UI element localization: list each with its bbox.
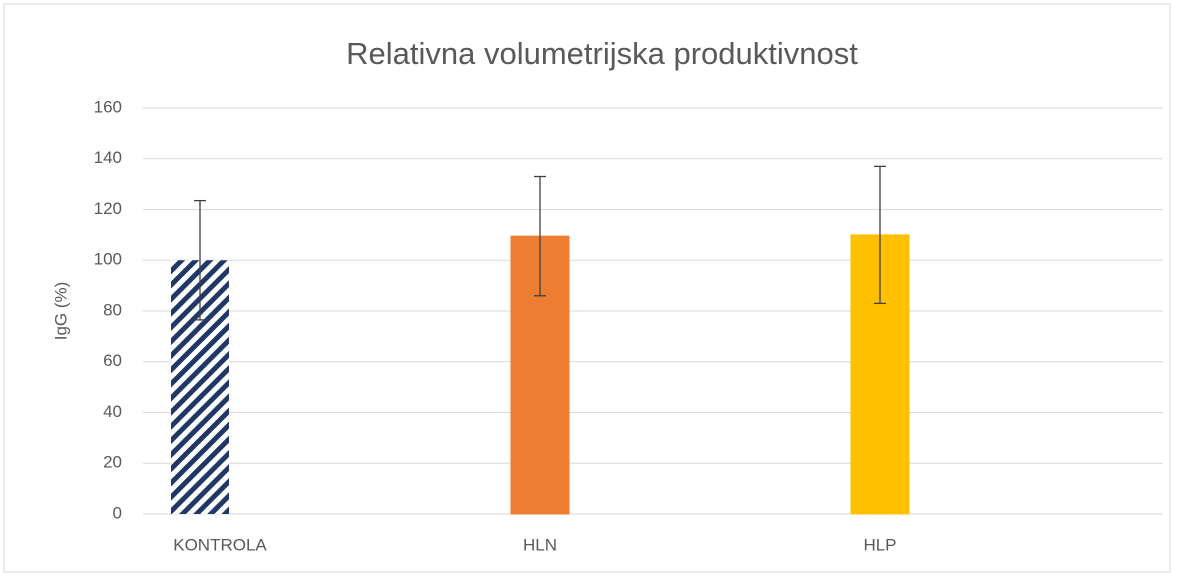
y-tick-label: 120 [94, 199, 122, 218]
x-tick-label: KONTROLA [173, 535, 267, 554]
y-tick-label: 140 [94, 148, 122, 167]
y-tick-label: 20 [103, 453, 122, 472]
y-tick-label: 0 [113, 503, 122, 522]
y-axis-label: IgG (%) [51, 282, 70, 341]
y-tick-label: 40 [103, 402, 122, 421]
y-tick-label: 100 [94, 250, 122, 269]
y-tick-label: 80 [103, 300, 122, 319]
y-tick-label: 60 [103, 351, 122, 370]
y-tick-label: 160 [94, 97, 122, 116]
x-tick-label: HLP [863, 535, 896, 554]
chart-title: Relativna volumetrijska produktivnost [346, 36, 858, 71]
x-tick-label: HLN [523, 535, 557, 554]
